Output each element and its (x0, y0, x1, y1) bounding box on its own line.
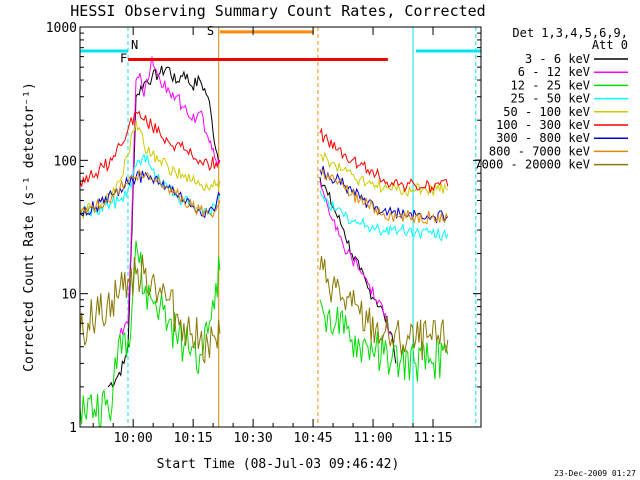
legend-label-4: 25 - 50 keV (511, 92, 590, 106)
series-line-9-segment-2 (319, 255, 449, 361)
series-line-3-segment-2 (319, 299, 449, 382)
series-line-1-segment-2 (319, 176, 397, 364)
plot-area-frame (79, 26, 482, 428)
y-tick-label-3: 100 (54, 154, 77, 169)
series-line-8-segment-2 (319, 168, 449, 225)
attenuator-bars: N S F (80, 24, 481, 66)
series-line-2-segment-1 (119, 56, 221, 335)
x-tick-label-5: 11:00 (353, 431, 392, 446)
legend-label-3: 12 - 25 keV (511, 78, 590, 92)
x-tick-label-4: 10:45 (294, 431, 333, 446)
series-line-9-segment-1 (79, 254, 221, 364)
y-tick-label-4: 1000 (46, 21, 77, 36)
series-line-4-segment-2 (319, 189, 449, 242)
axis-ticks: 10:00 10:15 10:30 10:45 11:00 11:15 1 10 100 1000 (46, 21, 481, 446)
timestamp: 23-Dec-2009 01:27 (554, 469, 636, 478)
legend-label-6: 100 - 300 keV (496, 118, 590, 132)
x-tick-label-3: 10:30 (234, 431, 273, 446)
series-line-7-segment-2 (319, 165, 449, 224)
x-tick-label-1: 10:00 (114, 431, 153, 446)
chart-title: HESSI Observing Summary Count Rates, Cor… (70, 2, 485, 20)
attenuator-label-N: N (131, 38, 138, 52)
series-line-8-segment-1 (79, 168, 221, 219)
series-line-2-segment-2 (319, 180, 392, 335)
x-axis-label: Start Time (08-Jul-03 09:46:42) (157, 457, 400, 472)
legend-label-5: 50 - 100 keV (503, 105, 590, 119)
vertical-markers (127, 27, 477, 427)
series-lines (79, 56, 449, 428)
legend-label-1: 3 - 6 keV (525, 52, 590, 66)
attenuator-label-S: S (207, 24, 214, 38)
x-tick-label-2: 10:15 (174, 431, 213, 446)
series-line-5-segment-2 (319, 151, 449, 197)
series-line-6-segment-1 (79, 110, 221, 187)
series-line-3-segment-1 (79, 240, 221, 428)
series-line-5-segment-1 (79, 120, 221, 219)
y-tick-label-2: 10 (61, 288, 77, 303)
legend-label-7: 300 - 800 keV (496, 131, 590, 145)
legend-label-8: 800 - 7000 keV (489, 144, 590, 158)
y-tick-label-1: 1 (69, 421, 77, 436)
legend-header-line-2: Att 0 (592, 38, 628, 52)
y-axis-label: Corrected Count Rate (s⁻¹ detector⁻¹) (22, 82, 37, 372)
legend-header-line-1: Det 1,3,4,5,6,9, (512, 26, 628, 40)
legend-label-9: 7000 - 20000 keV (474, 158, 590, 172)
attenuator-label-F: F (120, 52, 127, 66)
legend-label-2: 6 - 12 keV (518, 65, 590, 79)
series-line-6-segment-2 (319, 127, 449, 193)
x-tick-label-6: 11:15 (413, 431, 452, 446)
